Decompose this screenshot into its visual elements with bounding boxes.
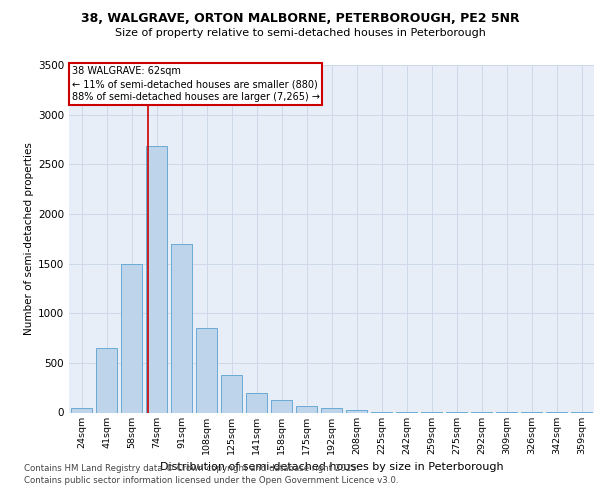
Bar xyxy=(271,400,292,412)
Bar xyxy=(346,410,367,412)
Text: 38, WALGRAVE, ORTON MALBORNE, PETERBOROUGH, PE2 5NR: 38, WALGRAVE, ORTON MALBORNE, PETERBOROU… xyxy=(80,12,520,26)
Y-axis label: Number of semi-detached properties: Number of semi-detached properties xyxy=(24,142,34,335)
Bar xyxy=(246,393,267,412)
Bar xyxy=(71,408,92,412)
Bar xyxy=(221,375,242,412)
Bar xyxy=(196,328,217,412)
Text: 38 WALGRAVE: 62sqm
← 11% of semi-detached houses are smaller (880)
88% of semi-d: 38 WALGRAVE: 62sqm ← 11% of semi-detache… xyxy=(71,66,320,102)
Bar xyxy=(121,264,142,412)
Text: Size of property relative to semi-detached houses in Peterborough: Size of property relative to semi-detach… xyxy=(115,28,485,38)
X-axis label: Distribution of semi-detached houses by size in Peterborough: Distribution of semi-detached houses by … xyxy=(160,462,503,472)
Bar xyxy=(321,408,342,412)
Bar xyxy=(146,146,167,412)
Text: Contains HM Land Registry data © Crown copyright and database right 2025.: Contains HM Land Registry data © Crown c… xyxy=(24,464,359,473)
Text: Contains public sector information licensed under the Open Government Licence v3: Contains public sector information licen… xyxy=(24,476,398,485)
Bar xyxy=(96,348,117,412)
Bar xyxy=(171,244,192,412)
Bar xyxy=(296,406,317,412)
